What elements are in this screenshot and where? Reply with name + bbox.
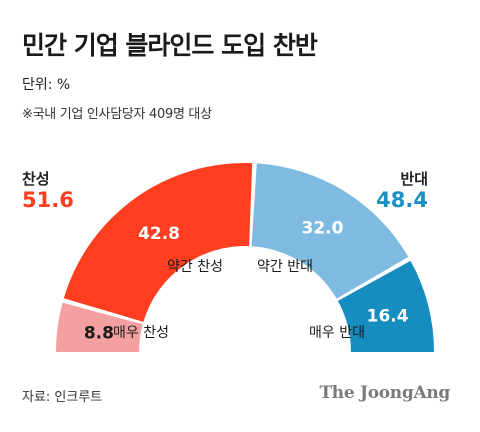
slice-1 <box>63 162 253 322</box>
slice-value-3: 16.4 <box>367 306 409 326</box>
unit-label: 단위: % <box>22 77 71 93</box>
brand-logo: The JoongAng <box>319 383 450 403</box>
slice-value-2: 32.0 <box>301 218 343 238</box>
slice-category-label-1: 약간 찬성 <box>167 259 223 275</box>
oppose-total-value: 48.4 <box>376 188 428 212</box>
source-note: 자료: 인크루트 <box>22 390 103 405</box>
survey-note: ※국내 기업 인사담당자 409명 대상 <box>22 107 212 122</box>
slice-0 <box>56 302 143 352</box>
slice-2 <box>251 163 409 299</box>
support-label: 찬성 <box>22 170 50 188</box>
oppose-label: 반대 <box>400 170 428 188</box>
slice-category-label-3: 매우 반대 <box>309 325 365 341</box>
slice-value-1: 42.8 <box>138 224 180 244</box>
slice-value-0: 8.8 <box>84 324 114 344</box>
support-total-value: 51.6 <box>22 188 74 212</box>
slice-category-label-2: 약간 반대 <box>257 259 313 275</box>
page-title: 민간 기업 블라인드 도입 찬반 <box>22 31 318 60</box>
slice-category-label-0: 매우 찬성 <box>113 325 169 341</box>
slice-3 <box>337 260 434 352</box>
